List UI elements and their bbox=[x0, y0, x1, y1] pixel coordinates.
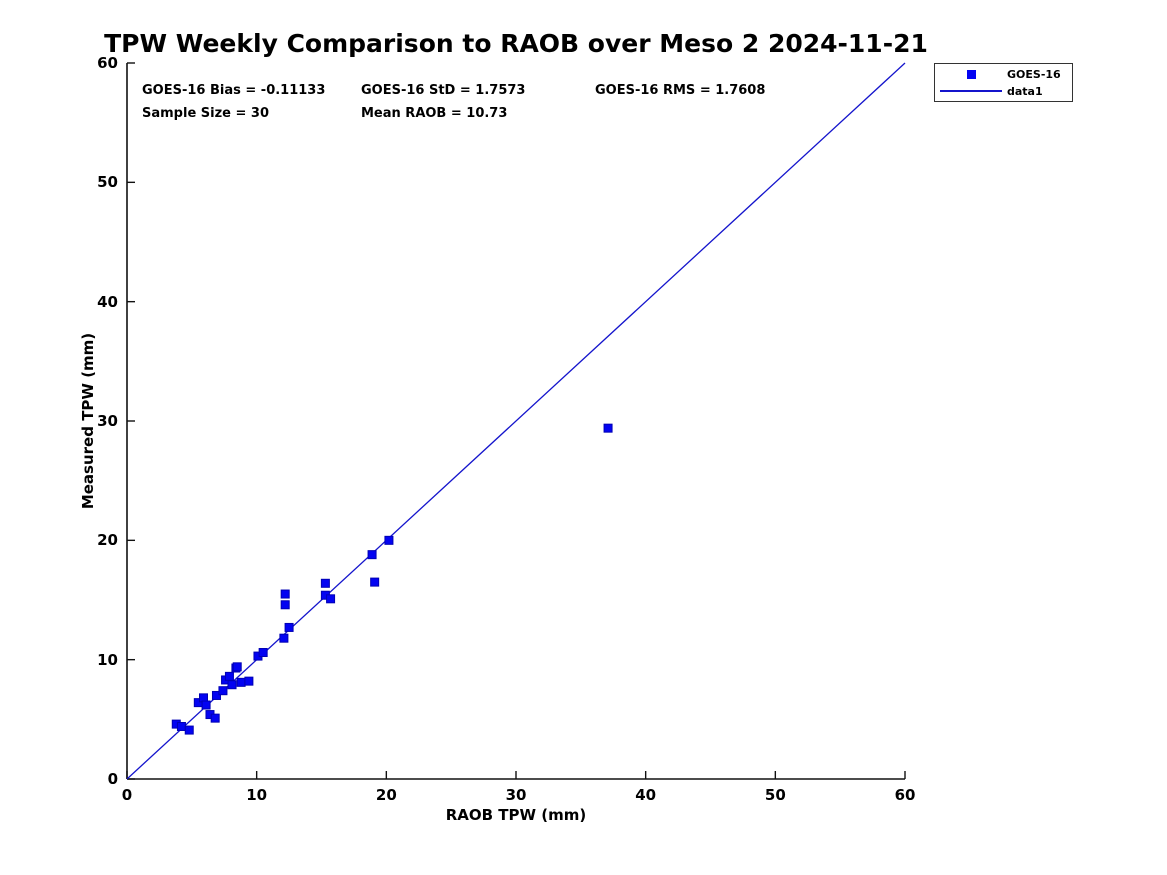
identity-line bbox=[126, 62, 906, 780]
stat-rms: GOES-16 RMS = 1.7608 bbox=[595, 83, 766, 98]
scatter-point bbox=[258, 648, 268, 658]
scatter-point bbox=[211, 690, 221, 700]
scatter-point bbox=[218, 686, 228, 696]
x-tick-label: 0 bbox=[121, 786, 133, 804]
scatter-point bbox=[279, 633, 289, 643]
scatter-point bbox=[236, 677, 246, 687]
scatter-point bbox=[603, 423, 613, 433]
legend-marker-icon bbox=[966, 69, 976, 79]
y-tick-label: 50 bbox=[97, 173, 118, 192]
scatter-point bbox=[284, 622, 294, 632]
scatter-point bbox=[367, 550, 377, 560]
x-tick-label: 50 bbox=[764, 786, 786, 804]
scatter-point bbox=[224, 671, 234, 681]
stat-bias: GOES-16 Bias = -0.11133 bbox=[142, 83, 326, 98]
scatter-point bbox=[227, 680, 237, 690]
legend-entry-goes16: GOES-16 bbox=[935, 67, 1072, 82]
x-tick-label: 60 bbox=[894, 786, 916, 804]
scatter-point bbox=[232, 662, 242, 672]
chart-title: TPW Weekly Comparison to RAOB over Meso … bbox=[104, 29, 928, 58]
x-tick-label: 20 bbox=[375, 786, 397, 804]
y-tick-label: 0 bbox=[107, 770, 118, 788]
x-tick-label: 40 bbox=[635, 786, 657, 804]
legend-box: GOES-16 data1 bbox=[934, 63, 1073, 102]
scatter-point bbox=[280, 600, 290, 610]
stat-std: GOES-16 StD = 1.7573 bbox=[361, 83, 526, 98]
stat-mean-raob: Mean RAOB = 10.73 bbox=[361, 106, 508, 121]
scatter-point bbox=[201, 700, 211, 710]
scatter-point bbox=[244, 676, 254, 686]
scatter-point bbox=[326, 594, 336, 604]
stat-sample-size: Sample Size = 30 bbox=[142, 106, 270, 121]
y-tick-label: 40 bbox=[97, 292, 118, 311]
x-tick-label: 30 bbox=[505, 786, 527, 804]
scatter-point bbox=[370, 577, 380, 587]
y-tick-label: 30 bbox=[97, 412, 118, 430]
y-tick-label: 60 bbox=[97, 54, 118, 72]
x-tick-label: 10 bbox=[246, 786, 268, 804]
scatter-point bbox=[210, 713, 220, 723]
scatter-point bbox=[384, 535, 394, 545]
scatter-point bbox=[280, 589, 290, 599]
scatter-point bbox=[320, 578, 330, 588]
scatter-point bbox=[184, 725, 194, 735]
legend-label: data1 bbox=[1007, 84, 1043, 98]
x-axis-label: RAOB TPW (mm) bbox=[445, 806, 587, 824]
legend-entry-data1: data1 bbox=[935, 84, 1072, 99]
legend-line-icon bbox=[940, 90, 1002, 92]
scatter-point bbox=[176, 721, 186, 731]
y-tick-label: 10 bbox=[97, 650, 118, 669]
legend-label: GOES-16 bbox=[1007, 67, 1061, 81]
y-tick-label: 20 bbox=[97, 531, 118, 550]
